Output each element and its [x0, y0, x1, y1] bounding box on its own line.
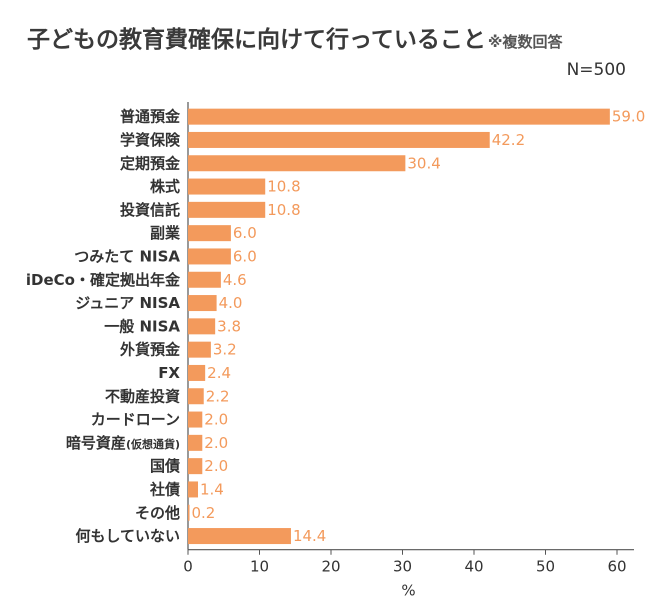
x-tick-label: 60 [607, 558, 626, 576]
category-label: カードローン [91, 411, 180, 429]
data-label: 2.2 [206, 387, 230, 405]
x-tick-label: 0 [183, 558, 193, 576]
data-label: 10.8 [267, 201, 300, 219]
data-label: 3.8 [217, 317, 241, 335]
data-label: 30.4 [407, 154, 440, 172]
bar [188, 178, 266, 195]
data-label: 2.0 [204, 457, 228, 475]
category-label: 副業 [150, 224, 181, 242]
bar [188, 295, 217, 312]
category-label: 不動産投資 [105, 387, 180, 405]
category-label: 一般 NISA [104, 317, 180, 335]
bar [188, 318, 216, 335]
bar [188, 528, 291, 545]
category-label: FX [158, 364, 180, 382]
data-label: 3.2 [213, 341, 237, 359]
chart-title: 子どもの教育費確保に向けて行っていること ※複数回答 [27, 20, 562, 54]
bar [188, 271, 221, 288]
bar [188, 201, 266, 218]
x-tick-label: 50 [536, 558, 555, 576]
bar [188, 481, 199, 498]
data-label: 4.0 [219, 294, 243, 312]
data-label: 10.8 [267, 178, 300, 196]
category-label: つみたて NISA [74, 247, 180, 265]
data-label: 2.4 [207, 364, 231, 382]
bar [188, 411, 203, 428]
data-label: 6.0 [233, 224, 257, 242]
x-tick-label: 40 [464, 558, 483, 576]
category-label: ジュニア NISA [75, 294, 180, 312]
data-label: 6.0 [233, 247, 257, 265]
category-label: 普通預金 [120, 108, 181, 126]
bar [188, 155, 406, 172]
data-label: 14.4 [293, 527, 326, 545]
bar [188, 131, 490, 148]
category-label: 外貨預金 [119, 341, 181, 359]
data-label: 59.0 [612, 108, 645, 126]
bar [188, 364, 206, 381]
data-label: 42.2 [492, 131, 525, 149]
x-tick-label: 30 [393, 558, 412, 576]
category-label: 暗号資産(仮想通貨) [66, 434, 180, 452]
category-label: 社債 [149, 480, 180, 498]
category-label: 株式 [150, 178, 180, 196]
chart-title-note: ※複数回答 [487, 33, 563, 51]
bar [188, 248, 231, 265]
bar [188, 434, 203, 451]
data-label: 0.2 [192, 504, 216, 522]
x-tick-label: 10 [250, 558, 269, 576]
category-label: 学資保険 [120, 131, 181, 149]
chart-title-main: 子どもの教育費確保に向けて行っていること [27, 27, 486, 53]
bar [188, 225, 231, 242]
bar [188, 108, 610, 125]
bar [188, 458, 203, 475]
category-label: iDeCo・確定拠出年金 [26, 271, 181, 289]
category-label: 投資信託 [120, 201, 180, 219]
bar [188, 388, 204, 405]
category-label: 定期預金 [120, 154, 181, 172]
x-tick-label: 20 [321, 558, 340, 576]
category-label: 国債 [150, 457, 180, 475]
sample-size: N=500 [566, 60, 626, 80]
category-label: その他 [135, 504, 180, 522]
category-label: 何もしていない [75, 527, 180, 545]
data-label: 2.0 [204, 411, 228, 429]
bar [188, 341, 211, 358]
x-axis-label: % [401, 582, 415, 597]
bar [188, 504, 190, 521]
data-label: 1.4 [200, 480, 224, 498]
data-label: 4.6 [223, 271, 247, 289]
data-label: 2.0 [204, 434, 228, 452]
